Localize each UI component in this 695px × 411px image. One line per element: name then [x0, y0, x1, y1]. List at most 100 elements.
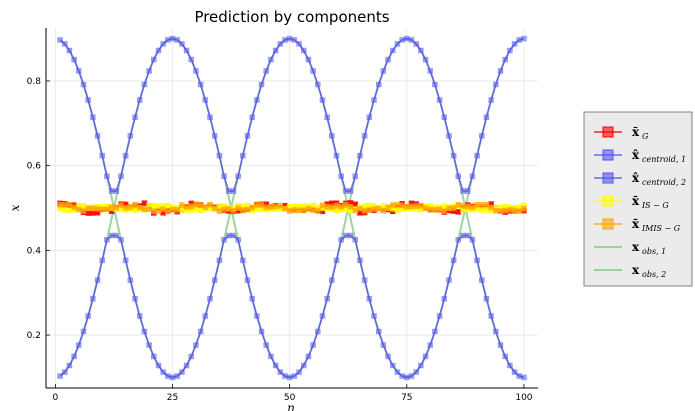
x-tick-label: 50 — [284, 393, 296, 403]
centroid-1-point — [357, 152, 363, 159]
x-G-point — [352, 201, 359, 208]
legend-swatch-marker — [602, 172, 614, 184]
centroid-1-point — [422, 56, 429, 63]
centroid-2-point — [329, 277, 335, 283]
x-IMIS-point — [272, 203, 279, 210]
x-IMIS-point — [207, 201, 213, 208]
x-G-point — [90, 210, 96, 216]
centroid-2-point — [371, 313, 377, 319]
centroid-2-point — [427, 342, 433, 348]
centroid-2-point — [235, 236, 241, 243]
legend-label: x̄ — [632, 217, 640, 231]
centroid-2-point — [389, 362, 396, 369]
centroid-1-point — [441, 114, 448, 120]
x-IMIS-point — [127, 204, 134, 210]
centroid-2-point — [361, 277, 368, 283]
x-IMIS-point — [305, 206, 312, 212]
centroid-2-point — [230, 232, 237, 239]
legend-label-subscript: obs, 2 — [642, 270, 666, 279]
centroid-2-point — [80, 328, 87, 335]
centroid-2-point — [193, 342, 199, 348]
centroid-1-point — [90, 114, 96, 120]
x-IMIS-point — [361, 207, 368, 214]
centroid-2-point — [272, 362, 279, 369]
centroid-1-point — [230, 188, 237, 194]
centroid-1-point — [104, 173, 110, 180]
x-IS-point — [441, 203, 448, 210]
centroid-1-point — [71, 56, 77, 63]
centroid-2-point — [104, 236, 110, 243]
x-IMIS-point — [122, 204, 129, 211]
centroid-1-point — [94, 133, 101, 139]
centroid-2-point — [436, 313, 443, 319]
x-IMIS-point — [132, 201, 138, 208]
x-IMIS-point — [516, 208, 523, 214]
centroid-1-point — [216, 152, 223, 159]
x-IMIS-point — [441, 208, 448, 214]
x-IMIS-point — [291, 207, 298, 214]
x-G-point — [141, 200, 148, 206]
centroid-2-point — [174, 373, 180, 379]
centroid-2-point — [315, 328, 321, 335]
centroid-2-point — [418, 362, 424, 369]
centroid-2-point — [249, 296, 255, 302]
x-IMIS-point — [90, 205, 96, 212]
x-IS-point — [483, 206, 490, 213]
x-IMIS-point — [394, 201, 401, 208]
x-IMIS-point — [413, 203, 419, 209]
centroid-1-point — [188, 56, 195, 63]
centroid-2-point — [488, 313, 494, 319]
centroid-2-point — [507, 362, 513, 369]
centroid-1-point — [151, 56, 157, 63]
x-IMIS-point — [315, 208, 321, 214]
centroid-1-point — [408, 37, 415, 43]
x-axis-label: n — [287, 401, 295, 411]
centroid-1-point — [99, 152, 105, 159]
x-IMIS-point — [460, 203, 466, 209]
centroid-2-point — [394, 369, 401, 375]
x-IMIS-point — [502, 207, 508, 214]
x-IMIS-point — [193, 202, 199, 208]
centroid-1-point — [244, 133, 251, 139]
centroid-2-point — [183, 362, 190, 369]
centroid-2-point — [221, 236, 227, 243]
centroid-1-point — [493, 81, 499, 88]
x-G-point — [85, 210, 91, 216]
x-IMIS-point — [418, 203, 424, 209]
legend-swatch-marker — [602, 195, 614, 207]
centroid-2-point — [324, 296, 330, 302]
centroid-1-point — [516, 37, 523, 43]
centroid-1-point — [141, 81, 148, 88]
centroid-1-point — [132, 114, 138, 120]
x-IMIS-point — [99, 206, 105, 213]
centroid-1-point — [61, 41, 68, 47]
x-IMIS-point — [249, 204, 255, 211]
centroid-2-point — [61, 369, 68, 375]
centroid-2-point — [85, 313, 91, 319]
centroid-2-point — [254, 313, 260, 319]
centroid-2-point — [277, 369, 284, 375]
x-IMIS-point — [300, 207, 307, 214]
centroid-1-point — [225, 188, 232, 194]
centroid-2-point — [413, 369, 419, 375]
centroid-2-point — [118, 236, 124, 243]
x-IMIS-point — [333, 202, 340, 209]
y-tick-label: 0.4 — [27, 246, 42, 256]
x-IMIS-point — [408, 203, 415, 210]
y-tick-label: 0.8 — [27, 77, 42, 87]
legend-box — [583, 111, 693, 287]
x-IMIS-point — [240, 207, 246, 213]
x-IS-point — [310, 202, 316, 209]
centroid-1-point — [146, 68, 152, 74]
centroid-1-point — [249, 114, 255, 120]
centroid-2-point — [399, 373, 405, 379]
x-IMIS-point — [488, 204, 494, 211]
x-IS-point — [155, 203, 162, 209]
x-IMIS-point — [507, 206, 513, 213]
centroid-2-point — [497, 342, 504, 348]
series-line-centroid-2 — [59, 234, 525, 379]
centroid-2-point — [380, 342, 387, 348]
centroid-2-point — [160, 369, 166, 375]
centroid-2-point — [338, 236, 344, 243]
centroid-1-point — [80, 81, 87, 88]
